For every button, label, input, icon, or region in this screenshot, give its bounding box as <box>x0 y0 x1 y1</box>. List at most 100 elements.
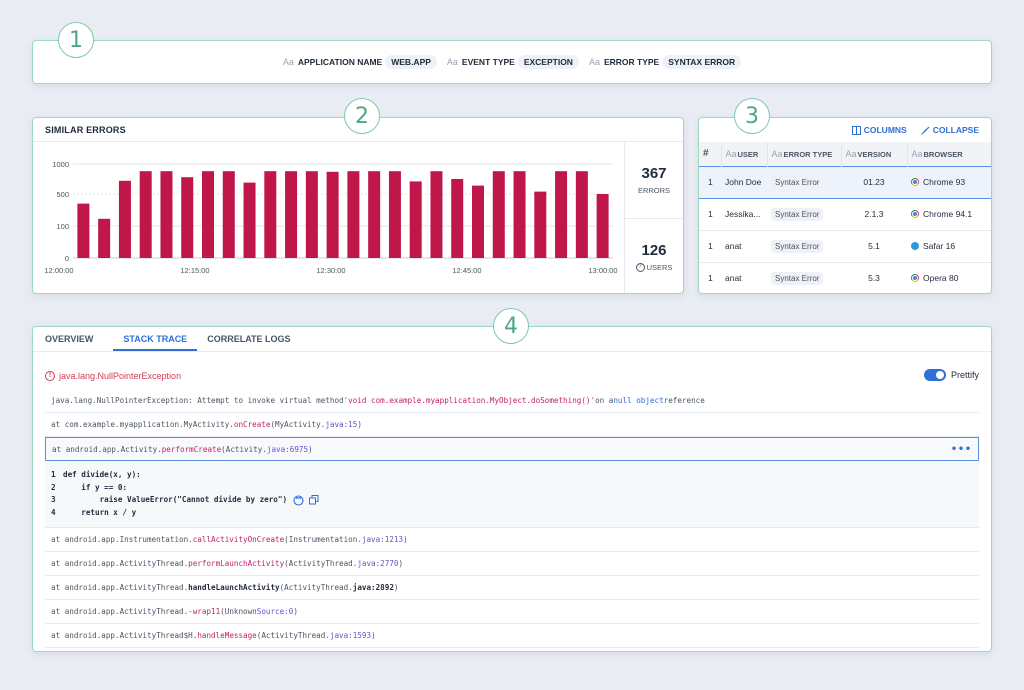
text-type-icon: Aa <box>588 57 600 67</box>
filter-application-name[interactable]: Aa APPLICATION NAME WEB.APP <box>283 55 437 69</box>
chart-bar[interactable] <box>575 171 588 258</box>
collapse-button[interactable]: COLLAPSE <box>921 125 979 135</box>
chart-bar[interactable] <box>118 180 131 258</box>
table-row[interactable]: 1 anat Syntax Error 5.1 Safar 16 <box>699 230 991 263</box>
row-browser: Safar 16 <box>923 241 956 251</box>
trace-line-selected[interactable]: at android.app.Activity.performCreate(Ac… <box>45 437 979 461</box>
row-user: Jessika... <box>721 198 767 231</box>
chrome-icon <box>911 210 919 218</box>
github-icon[interactable] <box>293 495 304 506</box>
trace-line[interactable]: java.lang.NullPointerException: Attempt … <box>45 389 979 413</box>
errors-table: # AaUSER AaERROR TYPE AaVERSION AaBROWSE… <box>699 142 991 293</box>
row-browser: Chrome 93 <box>923 177 966 187</box>
columns-icon <box>851 125 861 135</box>
chart-bar[interactable] <box>596 194 609 258</box>
chart-bar[interactable] <box>368 171 381 258</box>
chart-bar[interactable] <box>347 171 360 258</box>
chart-bar[interactable] <box>534 191 547 258</box>
chart-bar[interactable] <box>409 181 422 258</box>
tab-correlate-logs[interactable]: CORRELATE LOGS <box>207 334 291 344</box>
details-panel: OVERVIEW STACK TRACE CORRELATE LOGS ! ja… <box>32 326 992 652</box>
row-index: 1 <box>699 230 721 263</box>
chart-bar[interactable] <box>451 179 464 258</box>
y-tick-label: 0 <box>65 254 69 263</box>
trace-line[interactable]: at android.app.ActivityThread. performLau… <box>45 552 979 576</box>
col-header-browser[interactable]: AaBROWSER <box>907 142 991 166</box>
filter-event-type[interactable]: Aa EVENT TYPE EXCEPTION <box>447 55 579 69</box>
users-stat: 126 ? USERS <box>625 218 683 294</box>
chart-bar[interactable] <box>326 171 339 258</box>
row-index: 1 <box>699 262 721 293</box>
chart-bar[interactable] <box>430 171 443 258</box>
table-row[interactable]: 1 John Doe Syntax Error 01.23 Chrome 93 <box>699 165 991 199</box>
chart-bar[interactable] <box>160 171 173 258</box>
tab-stack-trace[interactable]: STACK TRACE <box>113 327 198 351</box>
collapse-label: COLLAPSE <box>932 125 979 135</box>
chart-bar[interactable] <box>98 218 111 258</box>
filter-value-chip[interactable]: WEB.APP <box>385 55 437 69</box>
chart-bar[interactable] <box>285 171 298 258</box>
step-badge-1: 1 <box>58 22 94 58</box>
x-tick-label: 13:00:00 <box>588 266 617 275</box>
copy-icon[interactable] <box>309 495 319 505</box>
col-header-user[interactable]: AaUSER <box>721 142 768 166</box>
y-tick-label: 1000 <box>52 160 69 169</box>
opera-icon <box>911 274 919 282</box>
row-user: anat <box>721 262 767 293</box>
chart-bar[interactable] <box>492 171 505 258</box>
prettify-toggle[interactable]: Prettify <box>923 369 979 381</box>
col-header-index[interactable]: # <box>699 142 722 166</box>
chart-bar[interactable] <box>305 171 318 258</box>
more-options-icon[interactable]: ••• <box>950 443 972 455</box>
chart-bar[interactable] <box>264 171 277 258</box>
trace-line[interactable]: at com.example.myapplication.MyActivity.… <box>45 413 979 437</box>
trace-line[interactable]: at android.app.ActivityThread$H. handleMe… <box>45 624 979 648</box>
chart-bar[interactable] <box>243 182 256 258</box>
table-row[interactable]: 1 Jessika... Syntax Error 2.1.3 Chrome 9… <box>699 198 991 231</box>
columns-button[interactable]: COLUMNS <box>851 125 907 135</box>
tab-bar: OVERVIEW STACK TRACE CORRELATE LOGS <box>33 327 991 352</box>
users-label: USERS <box>646 262 673 272</box>
row-browser: Chrome 94.1 <box>923 209 973 219</box>
chart-bar[interactable] <box>555 171 568 258</box>
filter-bar: Aa APPLICATION NAME WEB.APP Aa EVENT TYP… <box>32 40 992 84</box>
chart-bar[interactable] <box>77 203 90 258</box>
y-tick-label: 100 <box>56 222 69 231</box>
help-icon: ? <box>635 262 645 272</box>
error-icon: ! <box>45 371 55 381</box>
chart-bar[interactable] <box>202 171 214 258</box>
trace-line[interactable]: at android.app.ActivityThread. -wrap11 (Un… <box>45 600 979 624</box>
chart-bar[interactable] <box>139 171 152 258</box>
row-browser: Opera 80 <box>923 273 959 283</box>
x-tick-label: 12:00:00 <box>44 266 73 275</box>
safari-icon <box>911 242 919 250</box>
chart-bar[interactable] <box>472 185 484 258</box>
chart-bar[interactable] <box>181 177 194 258</box>
errors-label: ERRORS <box>637 186 671 195</box>
tab-overview[interactable]: OVERVIEW <box>45 334 94 344</box>
error-stats: 367 ERRORS 126 ? USERS <box>624 142 683 293</box>
users-count: 126 <box>641 241 667 259</box>
col-header-version[interactable]: AaVERSION <box>841 142 908 166</box>
row-index: 1 <box>699 198 721 231</box>
filter-value-chip[interactable]: EXCEPTION <box>517 55 579 69</box>
filter-error-type[interactable]: Aa ERROR TYPE SYNTAX ERROR <box>588 55 742 69</box>
chart-bar[interactable] <box>388 171 401 258</box>
x-tick-label: 12:15:00 <box>180 266 209 275</box>
panel-title: SIMILAR ERRORS <box>33 118 683 142</box>
errors-table-panel: COLUMNS COLLAPSE # AaUSER AaERROR TYPE A… <box>698 117 992 294</box>
filter-label: APPLICATION NAME <box>297 57 383 67</box>
errors-stat: 367 ERRORS <box>625 142 683 218</box>
filter-value-chip[interactable]: SYNTAX ERROR <box>662 55 742 69</box>
columns-label: COLUMNS <box>863 125 907 135</box>
row-error-type: Syntax Error <box>771 240 824 253</box>
trace-line[interactable]: at android.app.ActivityThread. handleLaun… <box>45 576 979 600</box>
table-row[interactable]: 1 anat Syntax Error 5.3 Opera 80 <box>699 262 991 293</box>
toggle-switch[interactable] <box>923 369 946 381</box>
chart-bar[interactable] <box>222 171 235 258</box>
chart-bar[interactable] <box>513 171 526 258</box>
row-version: 5.3 <box>841 262 907 293</box>
col-header-error-type[interactable]: AaERROR TYPE <box>767 142 842 166</box>
trace-line[interactable]: at android.app.Instrumentation. callActiv… <box>45 528 979 552</box>
